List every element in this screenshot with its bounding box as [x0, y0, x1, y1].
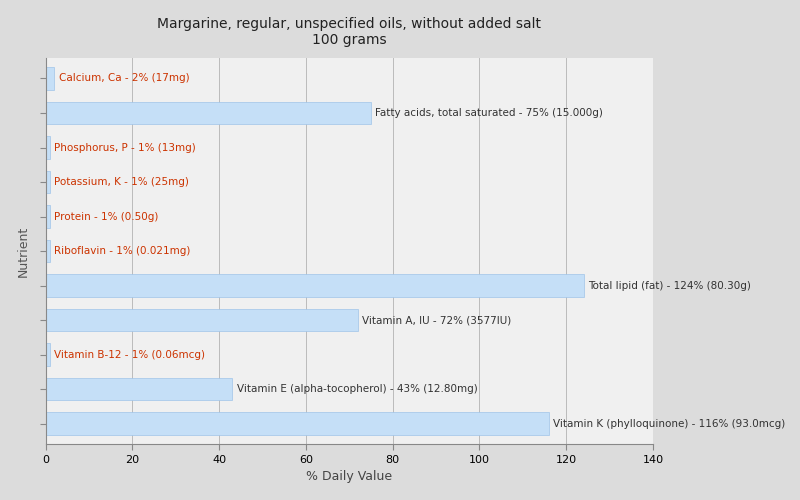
Y-axis label: Nutrient: Nutrient — [17, 226, 30, 276]
Text: Vitamin E (alpha-tocopherol) - 43% (12.80mg): Vitamin E (alpha-tocopherol) - 43% (12.8… — [237, 384, 478, 394]
Text: Vitamin B-12 - 1% (0.06mcg): Vitamin B-12 - 1% (0.06mcg) — [54, 350, 206, 360]
Text: Phosphorus, P - 1% (13mg): Phosphorus, P - 1% (13mg) — [54, 142, 196, 152]
Text: Calcium, Ca - 2% (17mg): Calcium, Ca - 2% (17mg) — [58, 74, 190, 84]
Bar — [46, 171, 50, 193]
Bar — [46, 136, 50, 158]
Text: Protein - 1% (0.50g): Protein - 1% (0.50g) — [54, 212, 158, 222]
Bar — [46, 412, 549, 435]
X-axis label: % Daily Value: % Daily Value — [306, 470, 392, 484]
Text: Vitamin A, IU - 72% (3577IU): Vitamin A, IU - 72% (3577IU) — [362, 315, 511, 325]
Text: Riboflavin - 1% (0.021mg): Riboflavin - 1% (0.021mg) — [54, 246, 190, 256]
Bar — [46, 240, 50, 262]
Bar — [46, 67, 54, 90]
Bar — [46, 274, 583, 297]
Text: Vitamin K (phylloquinone) - 116% (93.0mcg): Vitamin K (phylloquinone) - 116% (93.0mc… — [553, 418, 786, 428]
Bar — [46, 344, 50, 366]
Bar — [46, 309, 358, 332]
Bar — [46, 102, 371, 124]
Text: Fatty acids, total saturated - 75% (15.000g): Fatty acids, total saturated - 75% (15.0… — [375, 108, 603, 118]
Bar — [46, 378, 232, 400]
Text: Total lipid (fat) - 124% (80.30g): Total lipid (fat) - 124% (80.30g) — [588, 280, 750, 290]
Bar — [46, 206, 50, 228]
Text: Potassium, K - 1% (25mg): Potassium, K - 1% (25mg) — [54, 177, 189, 187]
Title: Margarine, regular, unspecified oils, without added salt
100 grams: Margarine, regular, unspecified oils, wi… — [158, 16, 542, 47]
